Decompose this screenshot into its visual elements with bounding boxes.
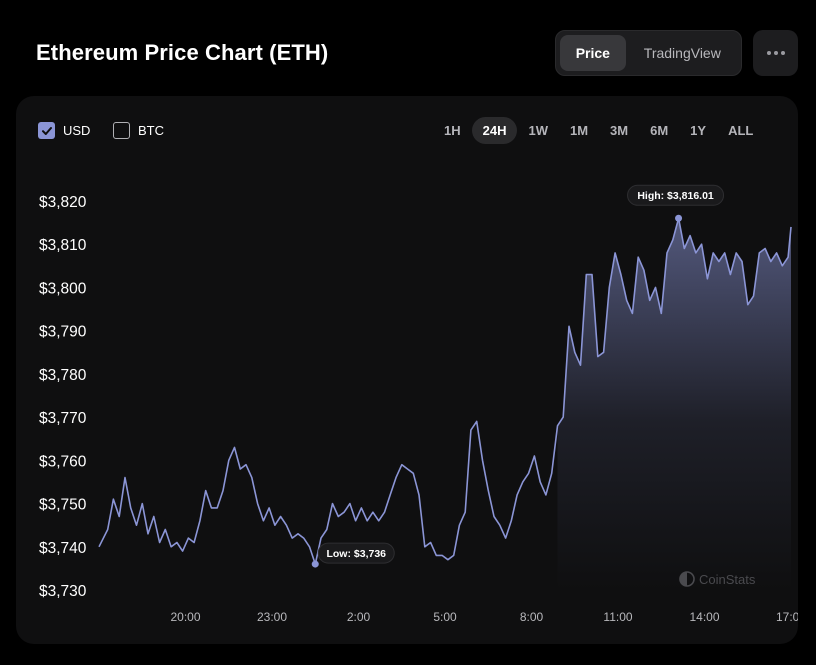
range-1w[interactable]: 1W (528, 123, 548, 138)
usd-label: USD (63, 123, 91, 138)
price-view-button[interactable]: Price (560, 35, 626, 71)
more-dot (773, 51, 778, 55)
y-tick-label: $3,780 (39, 367, 87, 384)
btc-label: BTC (138, 123, 164, 138)
tradingview-view-button[interactable]: TradingView (643, 45, 721, 61)
y-tick-label: $3,800 (39, 280, 87, 297)
high-marker (675, 214, 683, 222)
usd-toggle[interactable]: USD (38, 122, 90, 139)
price-chart: $3,820 $3,810 $3,800 $3,790 $3,780 $3,770 $3,7… (39, 184, 798, 624)
y-tick-label: $3,790 (39, 324, 87, 341)
range-1y[interactable]: 1Y (690, 123, 707, 138)
low-label-bg (317, 542, 395, 564)
y-tick-label: $3,730 (39, 583, 87, 600)
y-tick-label: $3,770 (39, 410, 87, 427)
view-toggle: Price TradingView (555, 30, 742, 76)
range-6m[interactable]: 6M (650, 123, 669, 138)
x-tick-label: 17:00 (776, 610, 798, 624)
chart-card: $3,820 $3,810 $3,800 $3,790 $3,780 $3,770 $3,7… (16, 96, 798, 644)
low-marker (311, 560, 319, 568)
time-range-selector: 1H 24H 1W 1M 3M 6M 1Y ALL (433, 117, 764, 144)
more-dots-icon (766, 51, 771, 55)
y-tick-label: $3,740 (39, 540, 87, 557)
coinstats-logo-half (680, 572, 687, 586)
watermark: CoinStats (679, 571, 756, 587)
btc-toggle[interactable]: BTC (113, 122, 164, 139)
x-tick-label: 11:00 (603, 610, 632, 624)
checkbox-unchecked-icon[interactable] (113, 122, 130, 139)
x-tick-label: 5:00 (433, 610, 457, 624)
y-tick-label: $3,810 (39, 237, 87, 254)
checkbox-checked-icon[interactable] (38, 122, 55, 139)
x-tick-label: 14:00 (689, 610, 719, 624)
x-tick-label: 20:00 (170, 610, 200, 624)
more-options-button[interactable] (753, 30, 798, 76)
x-tick-label: 2:00 (347, 610, 371, 624)
y-tick-label: $3,760 (39, 453, 87, 470)
y-tick-label: $3,750 (39, 497, 87, 514)
range-1h[interactable]: 1H (444, 123, 461, 138)
more-dot (780, 51, 785, 55)
x-tick-label: 23:00 (257, 610, 287, 624)
range-all[interactable]: ALL (728, 123, 754, 138)
y-tick-label: $3,820 (39, 194, 87, 211)
high-label: High: $3,816.01 (637, 190, 714, 202)
range-24h[interactable]: 24H (471, 117, 518, 144)
watermark-text: CoinStats (699, 572, 756, 587)
price-area (557, 218, 791, 591)
range-3m[interactable]: 3M (610, 123, 629, 138)
high-label-bg (627, 184, 725, 206)
range-1m[interactable]: 1M (569, 123, 589, 138)
page-title: Ethereum Price Chart (ETH) (36, 40, 329, 65)
low-label: Low: $3,736 (326, 548, 386, 560)
x-tick-label: 8:00 (520, 610, 544, 624)
